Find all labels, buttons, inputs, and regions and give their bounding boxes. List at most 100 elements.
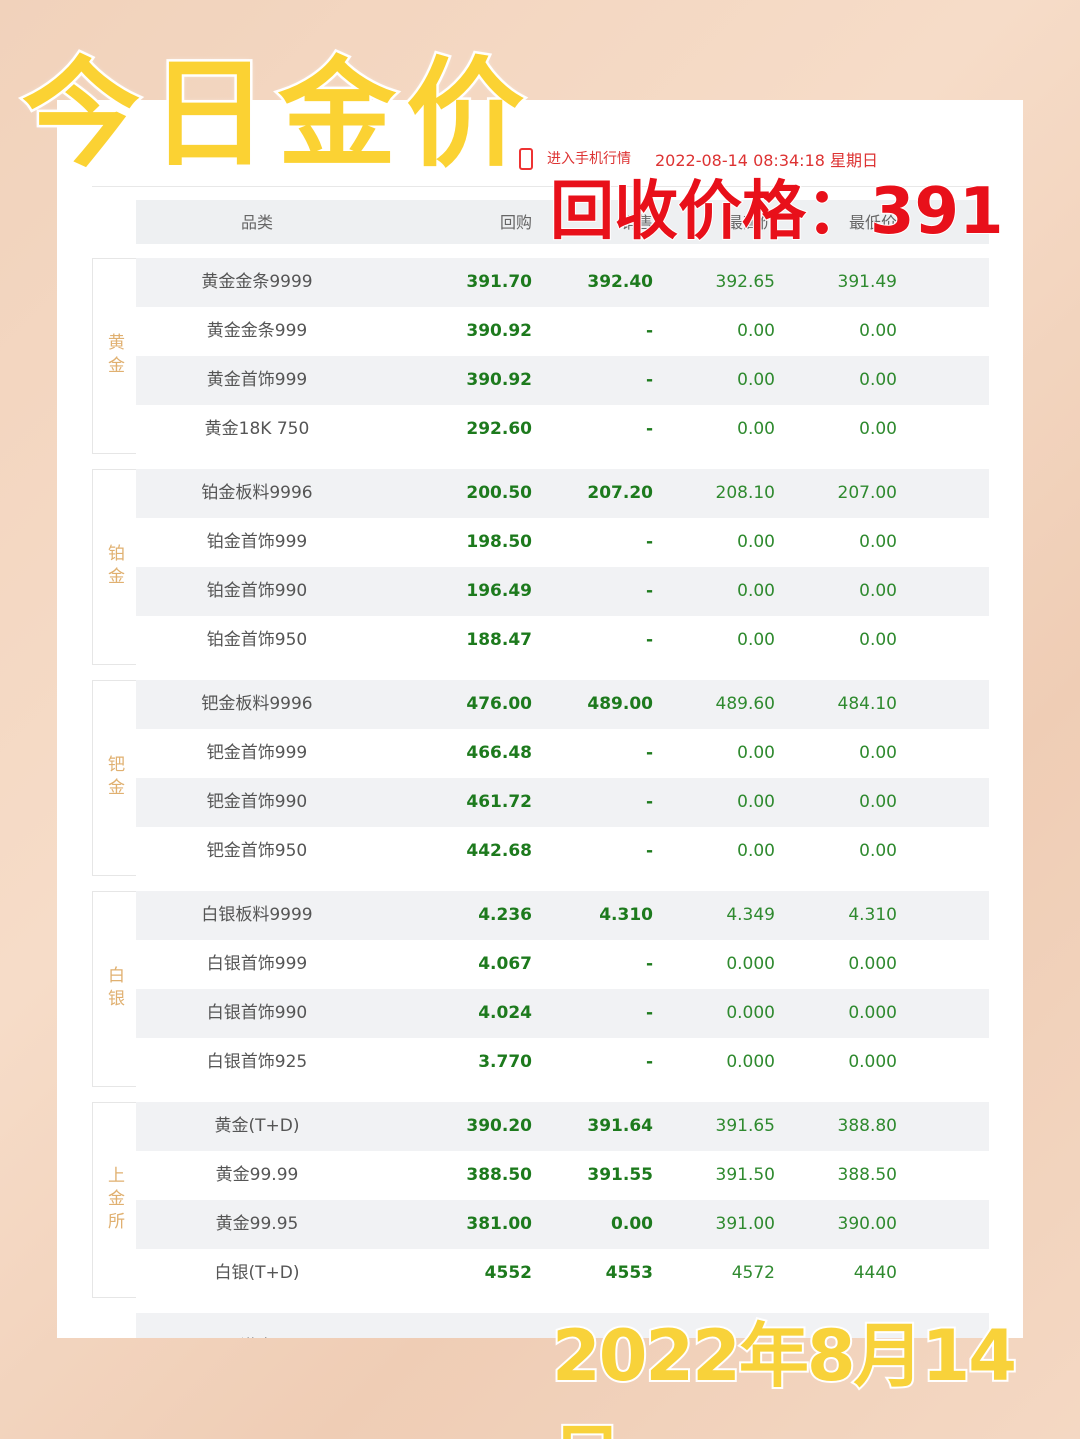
cell: 0.00 (737, 792, 775, 812)
row-bg (136, 405, 989, 454)
row-bg (136, 258, 989, 307)
cell: 黄金(T+D) (214, 1116, 300, 1136)
row-bg (136, 680, 989, 729)
cell: 207.00 (837, 483, 897, 503)
cell: 4.236 (478, 905, 532, 925)
row-bg (136, 1102, 989, 1151)
cell: 391.50 (715, 1165, 775, 1185)
cell: 0.00 (737, 532, 775, 552)
cell: 466.48 (466, 743, 532, 763)
title: 今日金价 (19, 43, 535, 186)
cell: 442.68 (466, 841, 532, 861)
row-bg (136, 469, 989, 518)
cell: 0.00 (859, 630, 897, 650)
cell: 4553 (605, 1263, 653, 1283)
cell: - (645, 792, 653, 812)
table-panel: 进入手机行情 2022-08-14 08:34:18 星期日 品类 回购 销售 最高价… (57, 100, 1023, 1338)
cell: - (645, 532, 653, 552)
cell: 0.000 (848, 1003, 897, 1023)
cell: 钯金首饰950 (206, 841, 308, 861)
cell: 0.00 (859, 419, 897, 439)
group-label: 黄金 (92, 258, 136, 454)
cell: - (645, 1003, 653, 1023)
cell: 391.64 (587, 1116, 653, 1136)
row-bg (136, 307, 989, 356)
cell: 489.60 (715, 694, 775, 714)
cell: - (645, 581, 653, 601)
group-name: 白银 (104, 966, 124, 1012)
cell: 0.00 (859, 581, 897, 601)
cell: 4440 (853, 1263, 897, 1283)
cell: 黄金99.95 (215, 1214, 299, 1234)
cell: 铂金首饰999 (206, 532, 308, 552)
cell: 0.000 (726, 1052, 775, 1072)
cell: 白银板料9999 (201, 905, 313, 925)
cell: 200.50 (466, 483, 532, 503)
cell: 0.000 (848, 954, 897, 974)
group-label: 上金所 (92, 1102, 136, 1298)
cell: 188.47 (466, 630, 532, 650)
cell: 白银首饰999 (206, 954, 308, 974)
cell: 388.80 (837, 1116, 897, 1136)
cell: - (645, 321, 653, 341)
cell: 0.00 (859, 792, 897, 812)
cell: 4552 (484, 1263, 532, 1283)
cell: - (645, 419, 653, 439)
cell: 0.00 (737, 630, 775, 650)
column-header: 最高价 (726, 213, 775, 232)
cell: 4.024 (478, 1003, 532, 1023)
group-label: 白银 (92, 891, 136, 1087)
cell: 0.00 (859, 841, 897, 861)
column-header: 销售 (620, 213, 653, 232)
cell: 292.60 (466, 419, 532, 439)
cell: 钯金首饰990 (206, 792, 308, 812)
cell: 铂金板料9996 (201, 483, 313, 503)
cell: 16695 (387, 1323, 532, 1338)
cell: - (645, 743, 653, 763)
cell: 3.770 (478, 1052, 532, 1072)
cell: 476.00 (466, 694, 532, 714)
cell: 4.310 (599, 905, 653, 925)
row-bg (136, 827, 989, 876)
cell: 484.10 (837, 694, 897, 714)
row-bg (136, 891, 989, 940)
cell: 0.000 (726, 954, 775, 974)
phone-icon (519, 148, 533, 170)
cell: 黄金18K 750 (204, 419, 310, 439)
cell: 4.349 (726, 905, 775, 925)
row-bg (136, 1249, 989, 1298)
divider (92, 186, 989, 187)
cell: 390.92 (466, 370, 532, 390)
group-name: 黄金 (104, 333, 124, 379)
cell: 白银(T+D) (214, 1263, 300, 1283)
cell: 黄金金条999 (206, 321, 308, 341)
cell: - (645, 1052, 653, 1072)
cell: 4.067 (478, 954, 532, 974)
cell: 381.00 (466, 1214, 532, 1234)
cell: 黄金99.99 (215, 1165, 299, 1185)
row-bg (136, 1200, 989, 1249)
group-label: 铂金 (92, 469, 136, 665)
cell: 0.00 (737, 370, 775, 390)
cell: 0.00 (737, 581, 775, 601)
header-row (136, 200, 989, 244)
cell: 390.00 (837, 1214, 897, 1234)
cell: 钯金板料9996 (201, 694, 313, 714)
mobile-link[interactable]: 进入手机行情 (547, 151, 631, 167)
datetime: 2022-08-14 08:34:18 星期日 (655, 151, 879, 170)
date-stamp: 2022年8月14日 (550, 1313, 1019, 1439)
cell: 0.00 (737, 321, 775, 341)
cell: 4572 (731, 1263, 775, 1283)
column-header: 品类 (240, 213, 273, 232)
cell: 390.20 (466, 1116, 532, 1136)
row-bg (136, 778, 989, 827)
cell: - (645, 630, 653, 650)
cell: 0.000 (726, 1003, 775, 1023)
cell: 0.00 (737, 419, 775, 439)
cell: 铂金首饰950 (206, 630, 308, 650)
cell: 388.50 (466, 1165, 532, 1185)
row-bg (136, 1151, 989, 1200)
column-header: 回购 (499, 213, 532, 232)
cell: 钯金首饰999 (206, 743, 308, 763)
